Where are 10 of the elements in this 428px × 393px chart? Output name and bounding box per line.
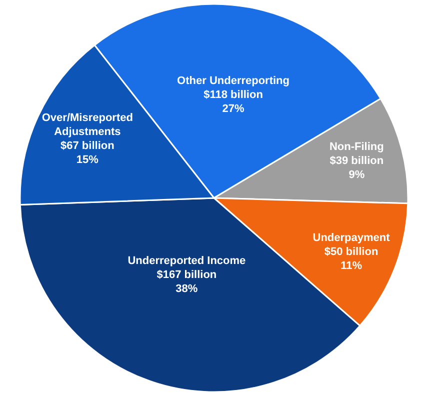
slice-label: Underreported Income: [128, 254, 246, 267]
data-label: $67 billion 15%: [60, 140, 115, 166]
data-label: $39 billion 9%: [330, 154, 384, 181]
slice-label: Underpayment: [312, 232, 390, 244]
data-label: $118 billion 27%: [204, 88, 264, 115]
data-label: $50 billion 11%: [324, 246, 378, 272]
slice-label: Over/Misreported Adjustments: [42, 112, 133, 138]
slice-label: Non-Filing: [329, 140, 384, 153]
data-label: $167 billion 38%: [156, 268, 217, 295]
slice-label: Other Underreporting: [177, 74, 290, 87]
